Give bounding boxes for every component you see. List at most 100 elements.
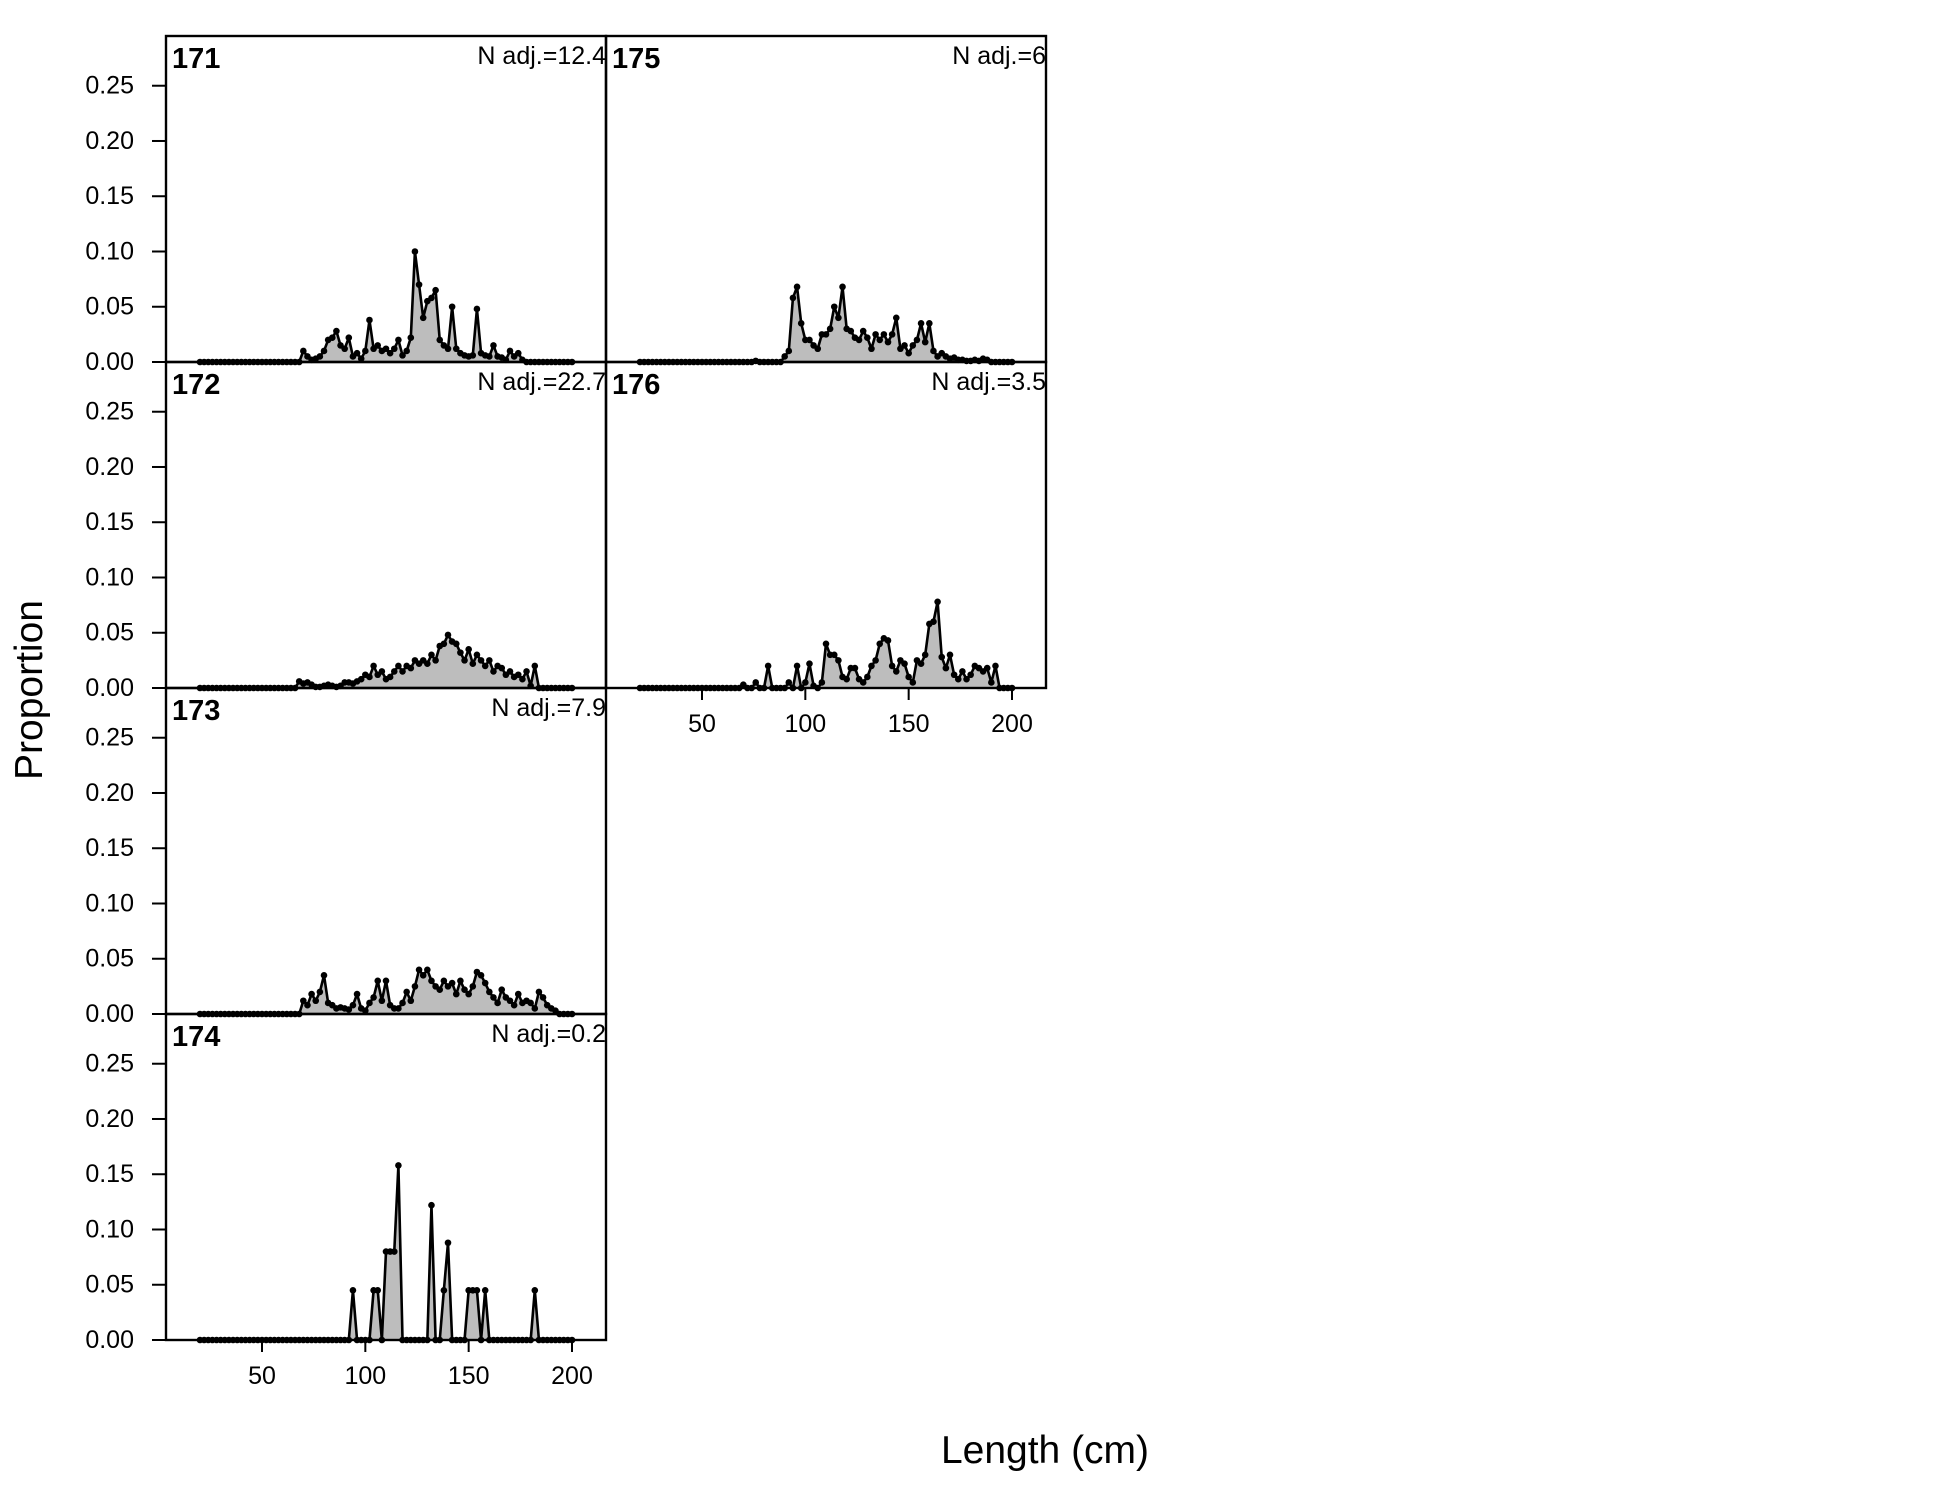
- point-171-162: [490, 342, 497, 349]
- panel-175: 175 N adj.=6: [604, 34, 1048, 366]
- point-172-118: [399, 668, 406, 675]
- y-tick-label-173-0.25: 0.25: [85, 724, 134, 752]
- point-172-98: [357, 675, 365, 683]
- point-173-180: [527, 999, 534, 1007]
- y-tick-label-171-0.15: 0.15: [85, 182, 134, 210]
- point-176-110: [822, 640, 830, 648]
- line-171: [200, 250, 572, 364]
- point-172-156: [477, 657, 485, 664]
- point-171-132: [428, 294, 435, 302]
- panel-label-176: 176: [612, 369, 660, 401]
- point-176-100: [802, 679, 809, 686]
- point-172-146: [457, 649, 464, 656]
- point-173-94: [349, 1001, 357, 1009]
- y-tick-label-172-0.00: 0.00: [85, 674, 134, 702]
- frame-176: [604, 360, 1048, 690]
- point-176-128: [859, 679, 867, 686]
- point-173-122: [407, 997, 415, 1005]
- x-tick-label-174-50: 50: [248, 1362, 276, 1390]
- point-176-178: [963, 675, 970, 683]
- point-174-106: [374, 1286, 382, 1294]
- point-173-186: [539, 994, 547, 1001]
- point-175-102: [806, 336, 813, 344]
- point-175-152: [909, 342, 917, 349]
- point-173-138: [440, 977, 448, 985]
- point-172-114: [390, 668, 398, 675]
- y-axis-title: Proportion: [8, 600, 51, 780]
- nadj-173: N adj.=7.9: [491, 694, 606, 722]
- y-tick-label-172-0.05: 0.05: [85, 619, 134, 647]
- point-171-154: [473, 305, 481, 313]
- point-171-170: [506, 347, 514, 355]
- point-172-150: [465, 646, 472, 653]
- point-174-116: [395, 1162, 402, 1169]
- point-175-148: [901, 342, 908, 349]
- point-176-102: [806, 660, 813, 667]
- area-172: [200, 634, 572, 688]
- point-176-108: [818, 679, 826, 686]
- point-171-84: [328, 334, 336, 341]
- point-173-166: [498, 986, 506, 993]
- point-175-134: [872, 331, 879, 338]
- y-tick-label-172-0.20: 0.20: [85, 453, 134, 481]
- y-tick-label-174-0.20: 0.20: [85, 1105, 134, 1133]
- panel-173: 173 N adj.=7.9 0.00 0.05 0.10 0.15 0.20 0.25: [85, 686, 608, 1028]
- point-172-170: [506, 668, 514, 675]
- point-173-70: [300, 997, 307, 1005]
- point-176-130: [864, 673, 871, 681]
- point-176-144: [892, 668, 900, 675]
- nadj-175: N adj.=6: [952, 42, 1046, 70]
- point-172-132: [428, 651, 435, 659]
- panel-label-172: 172: [172, 369, 220, 401]
- y-tick-label-173-0.20: 0.20: [85, 779, 134, 807]
- point-171-144: [452, 345, 460, 353]
- point-171-114: [390, 345, 398, 353]
- point-175-128: [859, 327, 867, 335]
- point-176-92: [785, 679, 793, 686]
- point-171-152: [469, 352, 477, 359]
- point-171-118: [399, 352, 406, 359]
- point-175-116: [835, 314, 842, 322]
- point-173-164: [494, 999, 501, 1007]
- point-172-162: [490, 668, 497, 675]
- point-176-174: [954, 675, 962, 683]
- point-175-140: [884, 338, 892, 346]
- x-tick-label-174-200: 200: [551, 1362, 593, 1390]
- point-175-160: [926, 320, 933, 327]
- y-tick-label-171-0.10: 0.10: [85, 237, 134, 265]
- panel-label-174: 174: [172, 1021, 220, 1053]
- point-172-130: [424, 660, 431, 667]
- point-175-112: [826, 325, 834, 333]
- point-175-144: [892, 314, 900, 322]
- y-tick-label-173-0.05: 0.05: [85, 945, 134, 973]
- point-172-104: [370, 662, 377, 670]
- point-176-124: [851, 664, 859, 672]
- y-tick-label-172-0.10: 0.10: [85, 563, 134, 591]
- x-tick-label-174-100: 100: [344, 1362, 386, 1390]
- point-176-164: [934, 598, 941, 606]
- y-tick-label-174-0.25: 0.25: [85, 1050, 134, 1078]
- point-173-92: [345, 1006, 353, 1013]
- point-171-90: [341, 345, 348, 353]
- point-172-148: [461, 657, 468, 664]
- area-175: [640, 286, 1012, 362]
- point-172-152: [469, 660, 477, 667]
- point-171-134: [432, 286, 439, 294]
- point-174-158: [481, 1286, 489, 1294]
- point-175-122: [847, 327, 855, 335]
- point-173-104: [370, 994, 377, 1001]
- point-176-116: [835, 657, 842, 664]
- point-175-106: [814, 345, 822, 353]
- point-172-140: [444, 631, 452, 639]
- point-174-114: [390, 1248, 398, 1255]
- point-176-188: [983, 664, 991, 672]
- point-176-190: [988, 679, 995, 686]
- point-176-132: [868, 662, 875, 670]
- point-173-74: [308, 990, 315, 998]
- point-173-110: [382, 977, 390, 985]
- point-175-110: [822, 331, 830, 338]
- point-176-140: [884, 637, 892, 644]
- point-176-114: [830, 651, 838, 659]
- nadj-171: N adj.=12.4: [477, 42, 606, 70]
